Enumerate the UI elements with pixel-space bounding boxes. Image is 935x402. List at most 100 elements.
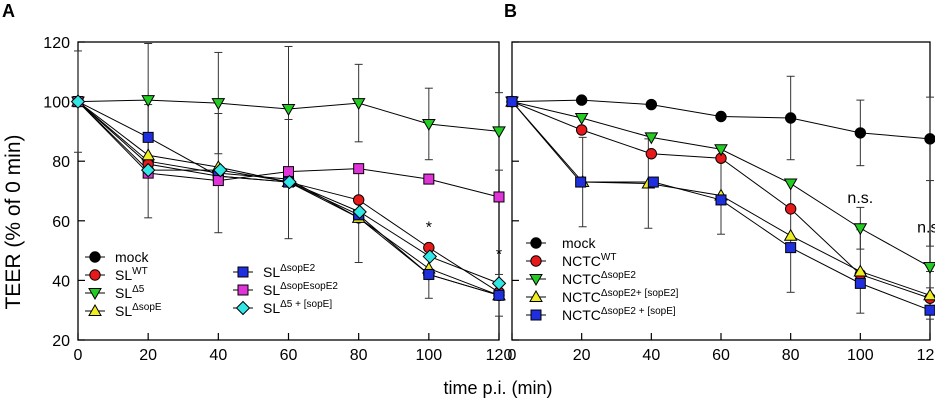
legend-marker-sl-sope2 xyxy=(237,266,249,278)
point-sl-5-20 xyxy=(141,95,156,108)
point-nctc-sope2-120 xyxy=(923,261,935,274)
point-nctc-sope2-sope-80 xyxy=(785,242,797,254)
x-tick-label-80: 80 xyxy=(350,347,368,364)
point-mock-40 xyxy=(645,98,658,111)
x-tick-label-20: 20 xyxy=(139,347,157,364)
legend-label-sl-5-sope: SLΔ5 + [sopE] xyxy=(263,299,332,316)
y-tick-label-20: 20 xyxy=(52,333,70,350)
point-sl-sopesope2-80 xyxy=(353,163,365,175)
legend-item-mock: mock xyxy=(85,249,149,265)
legend-label-sl-sope: SLΔsopE xyxy=(115,302,162,319)
point-sl-sope2-120 xyxy=(493,289,505,301)
annotation-0: n.s. xyxy=(847,190,873,207)
point-sl-5-80 xyxy=(351,98,366,111)
legend-label-nctc-sope2: NCTCΔsopE2 xyxy=(562,270,636,287)
point-sl-5-100 xyxy=(421,118,436,131)
x-tick-label-120: 120 xyxy=(917,347,935,364)
point-sl-sope2-100 xyxy=(423,268,435,280)
legend-item-nctc-sope2-sope2: NCTCΔsopE2+ [sopE2] xyxy=(526,288,679,305)
legend-item-sl-5-sope: SLΔ5 + [sopE] xyxy=(233,299,332,316)
point-nctc-sope2-sope2-100 xyxy=(853,264,868,277)
point-nctc-sope2-sope-60 xyxy=(715,194,727,206)
point-mock-20 xyxy=(575,94,588,106)
legend-label-sl-wt: SLWT xyxy=(115,266,148,283)
legend-marker-nctc-wt xyxy=(530,255,542,267)
legend-marker-sl-sope xyxy=(88,303,102,316)
x-tick-label-120: 120 xyxy=(486,347,513,364)
series-points-sl-5-sope xyxy=(70,94,507,291)
x-axis-label: time p.i. (min) xyxy=(443,378,552,398)
legend-item-nctc-sope2: NCTCΔsopE2 xyxy=(526,270,636,287)
annotation-0: * xyxy=(426,220,432,237)
x-tick-label-40: 40 xyxy=(642,347,660,364)
series-points-mock xyxy=(506,94,935,145)
point-mock-120 xyxy=(924,133,935,145)
point-mock-60 xyxy=(715,110,727,123)
point-sl-5-120 xyxy=(492,126,506,139)
point-nctc-sope2-sope-20 xyxy=(575,176,587,188)
x-tick-label-0: 0 xyxy=(508,347,517,364)
x-tick-label-80: 80 xyxy=(782,347,800,364)
legend-marker-nctc-sope2-sope xyxy=(530,309,542,321)
point-nctc-wt-80 xyxy=(784,203,797,215)
point-nctc-sope2-sope2-120 xyxy=(923,288,935,301)
legend-item-nctc-wt: NCTCWT xyxy=(526,252,616,269)
point-sl-sopesope2-100 xyxy=(423,173,435,185)
legend-item-sl-5: SLΔ5 xyxy=(85,284,145,301)
legend-label-mock: mock xyxy=(115,249,149,265)
legend-label-sl-sopesope2: SLΔsopEsopE2 xyxy=(263,281,338,298)
x-tick-label-60: 60 xyxy=(712,347,730,364)
point-nctc-wt-20 xyxy=(575,124,588,136)
legend-item-nctc-sope2-sope: NCTCΔsopE2 + [sopE] xyxy=(526,306,676,323)
point-sl-sopesope2-40 xyxy=(212,175,224,187)
legend-marker-nctc-sope2 xyxy=(529,274,543,287)
legend-marker-sl-5-sope xyxy=(235,300,251,316)
panel-label-a: A xyxy=(2,1,15,21)
y-tick-label-120: 120 xyxy=(43,35,70,52)
legend-label-mock: mock xyxy=(562,235,596,251)
point-sl-sope-20 xyxy=(141,148,156,161)
annotation-1: * xyxy=(496,247,502,264)
legend-item-mock: mock xyxy=(526,235,596,251)
point-sl-5-sope-40 xyxy=(213,162,228,178)
point-nctc-wt-40 xyxy=(645,148,658,160)
legend-label-sl-5: SLΔ5 xyxy=(115,284,145,301)
point-nctc-sope2-sope-40 xyxy=(647,176,659,188)
legend-item-sl-sope: SLΔsopE xyxy=(85,302,162,319)
panel-b: B020406080100120n.s.n.s.mockNCTCWTNCTCΔs… xyxy=(504,1,935,364)
legend-item-sl-wt: SLWT xyxy=(85,266,148,283)
y-tick-label-80: 80 xyxy=(52,154,70,171)
x-tick-label-60: 60 xyxy=(280,347,298,364)
point-sl-5-sope-60 xyxy=(282,174,297,190)
point-sl-5-sope-120 xyxy=(491,276,507,291)
point-sl-5-sope-80 xyxy=(352,204,367,220)
point-nctc-sope2-sope-100 xyxy=(854,277,866,289)
point-mock-100 xyxy=(854,127,867,139)
annotation-1: n.s. xyxy=(917,220,935,237)
point-sl-wt-80 xyxy=(352,194,365,206)
point-sl-5-60 xyxy=(281,104,296,117)
y-tick-label-100: 100 xyxy=(43,95,70,112)
legend-marker-mock xyxy=(89,251,101,263)
point-sl-5-sope-0 xyxy=(70,94,86,109)
point-nctc-sope2-sope-120 xyxy=(924,304,935,316)
x-tick-label-40: 40 xyxy=(209,347,227,364)
legend-marker-nctc-sope2-sope2 xyxy=(529,289,543,302)
point-nctc-sope2-100 xyxy=(853,223,868,236)
point-sl-5-sope-20 xyxy=(140,162,156,178)
legend-label-sl-sope2: SLΔsopE2 xyxy=(263,263,316,280)
point-sl-sopesope2-60 xyxy=(283,166,294,178)
series-points-nctc-sope2-sope xyxy=(506,96,935,316)
point-nctc-sope2-20 xyxy=(574,112,589,125)
point-sl-5-sope-100 xyxy=(422,249,438,264)
error-bars-sl-5 xyxy=(144,42,503,173)
panel-label-b: B xyxy=(504,1,517,21)
x-tick-label-100: 100 xyxy=(847,347,874,364)
point-nctc-sope2-sope-0 xyxy=(506,96,518,108)
legend-marker-mock xyxy=(530,237,542,249)
point-nctc-sope2-40 xyxy=(644,132,659,145)
point-nctc-sope2-sope2-80 xyxy=(783,228,798,241)
x-tick-label-0: 0 xyxy=(74,347,83,364)
